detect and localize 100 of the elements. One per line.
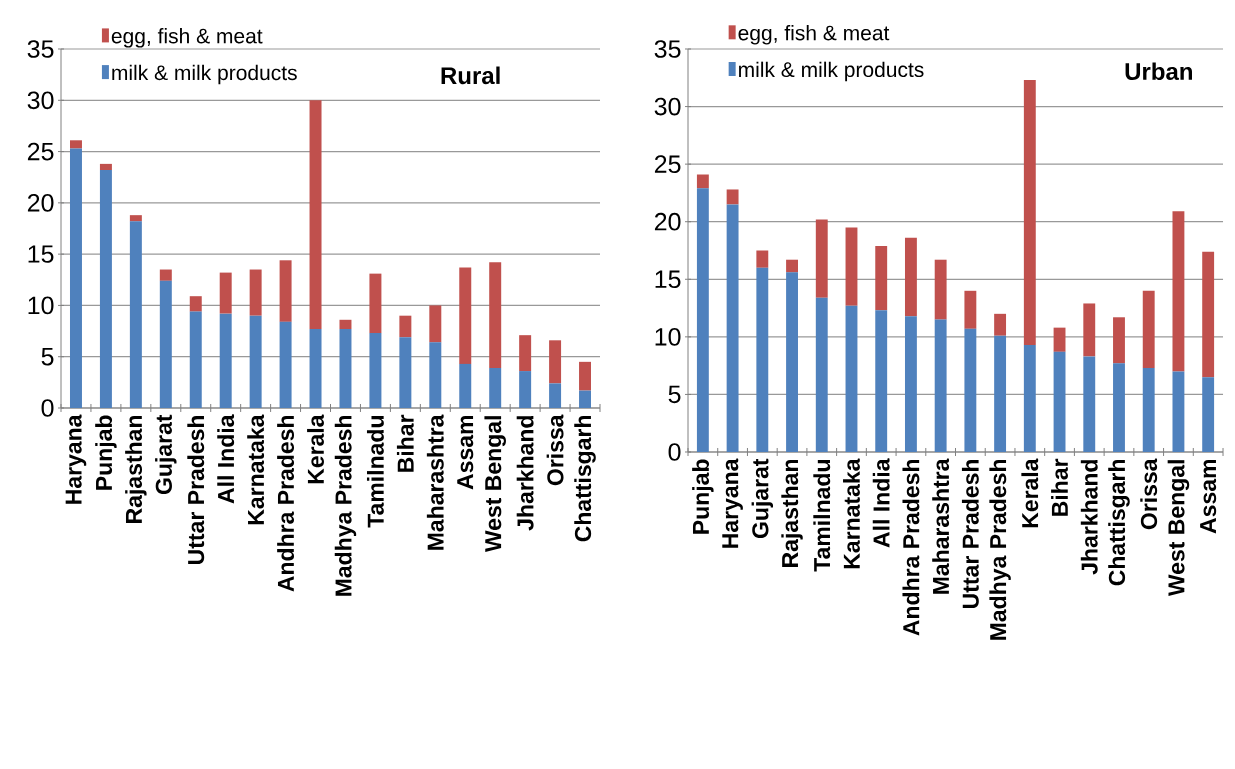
bar [994,313,1007,336]
bar [429,305,442,343]
x-tick-label: Assam [1200,459,1217,534]
x-tick-label: Gujarat [751,458,774,539]
bar [399,337,412,408]
bar [159,269,172,281]
y-tick-label: 25 [27,142,54,161]
x-tick-label: Jharkhand [1080,460,1098,575]
legend-label: egg, fish & meat [111,28,263,48]
x-tick-label: Assam [457,415,474,490]
bar [519,371,532,408]
bar [1113,363,1125,452]
bar [815,219,828,298]
bar [549,340,562,384]
bar [579,361,592,391]
bar [1202,251,1215,378]
y-tick-label: 15 [655,270,681,289]
bar [1202,377,1215,452]
x-tick-label: Gujarat [155,414,177,495]
y-tick-label: 30 [654,97,681,116]
bar [489,262,502,368]
bar [459,363,472,408]
x-tick-label: Punjab [692,459,714,534]
bar [815,297,828,452]
bar [279,260,292,322]
bar [904,316,917,452]
bar [875,310,888,452]
bar [339,329,352,408]
x-tick-label: Chattisgarh [1108,459,1130,586]
x-tick-label: Haryana [65,414,87,504]
y-tick-label: 25 [654,155,681,173]
bar [1023,80,1036,345]
bar [69,140,82,149]
y-tick-label: 0 [41,399,54,417]
bar [726,204,739,452]
bar [549,383,562,408]
x-tick-label: All India [872,458,890,548]
bar [934,319,947,452]
x-tick-label: Bihar [396,414,414,472]
bar [279,321,292,408]
y-tick-label: 35 [654,40,681,58]
bar [1053,327,1066,352]
bar [489,368,502,408]
x-tick-label: Madhya Pradesh [334,415,357,596]
bar [1053,351,1066,452]
bar [994,335,1007,452]
bar [786,259,798,273]
bar [159,280,172,408]
bar [579,390,592,408]
bar [69,148,82,408]
bar [249,269,262,316]
x-tick-label: Punjab [95,415,117,490]
bar [786,272,798,452]
legend-label: milk & milk products [112,64,297,85]
y-tick-label: 10 [655,328,681,346]
x-tick-label: Jharkhand [516,416,534,531]
x-tick-label: All India [217,414,235,504]
bar [189,311,202,408]
bar [756,267,769,452]
x-tick-label: Andhra Pradesh [902,459,920,636]
bar [1083,303,1096,357]
x-tick-label: Karnataka [247,414,265,525]
x-tick-label: Maharashtra [932,458,950,594]
bar [1083,356,1096,452]
bar [309,329,322,408]
bar [845,227,858,306]
y-tick-label: 10 [28,296,54,315]
bar [726,189,739,205]
y-tick-label: 30 [27,91,54,110]
bar [1023,344,1036,452]
bar [1142,367,1155,452]
y-tick-label: 5 [668,385,681,404]
legend-label: milk & milk products [739,61,924,82]
y-tick-label: 35 [27,40,54,58]
bar [189,296,202,312]
bar [696,174,709,189]
chart-title: Urban [1125,62,1192,81]
legend-label: egg, fish & meat [738,24,890,45]
x-tick-label: Kerala [307,414,324,484]
bar [756,250,769,268]
bar [1172,371,1185,452]
x-tick-label: Uttar Pradesh [187,415,205,564]
bar [369,273,382,334]
bar [99,163,112,171]
x-tick-label: Tamilnadu [366,416,384,528]
y-tick-label: 0 [668,443,681,461]
y-tick-label: 15 [28,245,54,263]
y-tick-label: 20 [654,212,681,231]
bar [129,221,142,408]
bar [459,267,472,364]
y-tick-label: 20 [27,194,54,212]
y-tick-label: 5 [41,347,54,366]
x-tick-label: Rajasthan [125,415,147,523]
x-tick-label: Maharashtra [426,414,444,550]
x-tick-label: Bihar [1051,458,1068,516]
bar [399,315,412,338]
x-tick-label: Karnataka [843,458,860,569]
bar [519,335,532,372]
bar [934,259,947,320]
x-tick-label: Uttar Pradesh [961,459,979,608]
